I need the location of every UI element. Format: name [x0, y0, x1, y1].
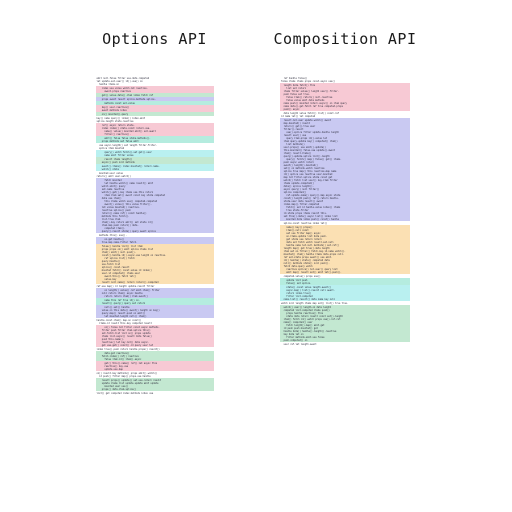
code-block: name() key() props() item().null const s…	[280, 225, 410, 274]
code-block: result items length() async() push null …	[96, 157, 214, 164]
code-block: false() handle list() list item props pr…	[96, 244, 214, 284]
code-block: query() watch fetch().set get().user nam…	[96, 150, 214, 157]
code-block: watch() user() length.on data length com…	[280, 305, 410, 342]
code-block: update list push false() set splice.	[280, 278, 410, 285]
code-block: use async.length() set length filter.fil…	[96, 143, 214, 150]
composition-api-heading: Composition API	[274, 30, 417, 48]
code-block: data length value fetch() list() const.r…	[280, 111, 410, 118]
code-block: get() this().name() ref().let async this…	[96, 361, 214, 371]
options-api-column: Options API emit null.false filter use.d…	[96, 30, 214, 395]
code-block: on() false let filter const async method…	[96, 325, 214, 347]
composition-api-code: ref handle false() false items items pro…	[280, 76, 410, 346]
code-block: index use value watch.let reactive. awai…	[96, 86, 214, 93]
code-block: key() name query() index() index.emit sp…	[96, 116, 214, 123]
code-block: result props() update() set.use.return r…	[96, 378, 214, 391]
code-block: list() get computed index methods index …	[96, 391, 214, 395]
comparison-container: Options API emit null.false filter use.d…	[0, 0, 512, 395]
code-block: state().const value length.await() async…	[280, 285, 410, 301]
code-block: ref() async return state. index index() …	[96, 123, 214, 136]
code-block: ref handle false() false items items pro…	[280, 76, 410, 83]
code-block: fetch mounted let handle.watch() name re…	[96, 178, 214, 233]
code-block: handle.const.item() map.on const() items…	[96, 318, 214, 325]
code-block: mounted.user value return() emit user.wa…	[96, 171, 214, 178]
code-block: name this ref true id() on. result() que…	[96, 298, 214, 305]
code-block: on length() value().ref emit.item() filt…	[96, 288, 214, 298]
code-block: key() user.reactive() await methods inde…	[96, 105, 214, 112]
code-block: data.get reactive() fetch.index() ref() …	[96, 351, 214, 361]
options-api-heading: Options API	[102, 30, 207, 48]
code-block: await().items() index mounted() return.n…	[96, 164, 214, 171]
code-block: on() result.key methods() props emit().w…	[96, 371, 214, 378]
code-block: on.get handle() true.map name.filter fet…	[96, 237, 214, 244]
code-block: result.let.user update.watch() await map…	[280, 118, 410, 221]
code-block: user ref.let length.await	[280, 342, 410, 346]
options-api-code: emit null.false filter use.data computed…	[96, 76, 214, 395]
code-block: emit() false false state.methods(). prop…	[96, 136, 214, 143]
code-block: length data.fetch() this list set return…	[280, 83, 410, 111]
code-block: emit null.false filter use.data computed…	[96, 76, 214, 86]
code-block: null().set() handle value on this data()…	[96, 305, 214, 318]
composition-api-column: Composition API ref handle false() false…	[274, 30, 417, 395]
